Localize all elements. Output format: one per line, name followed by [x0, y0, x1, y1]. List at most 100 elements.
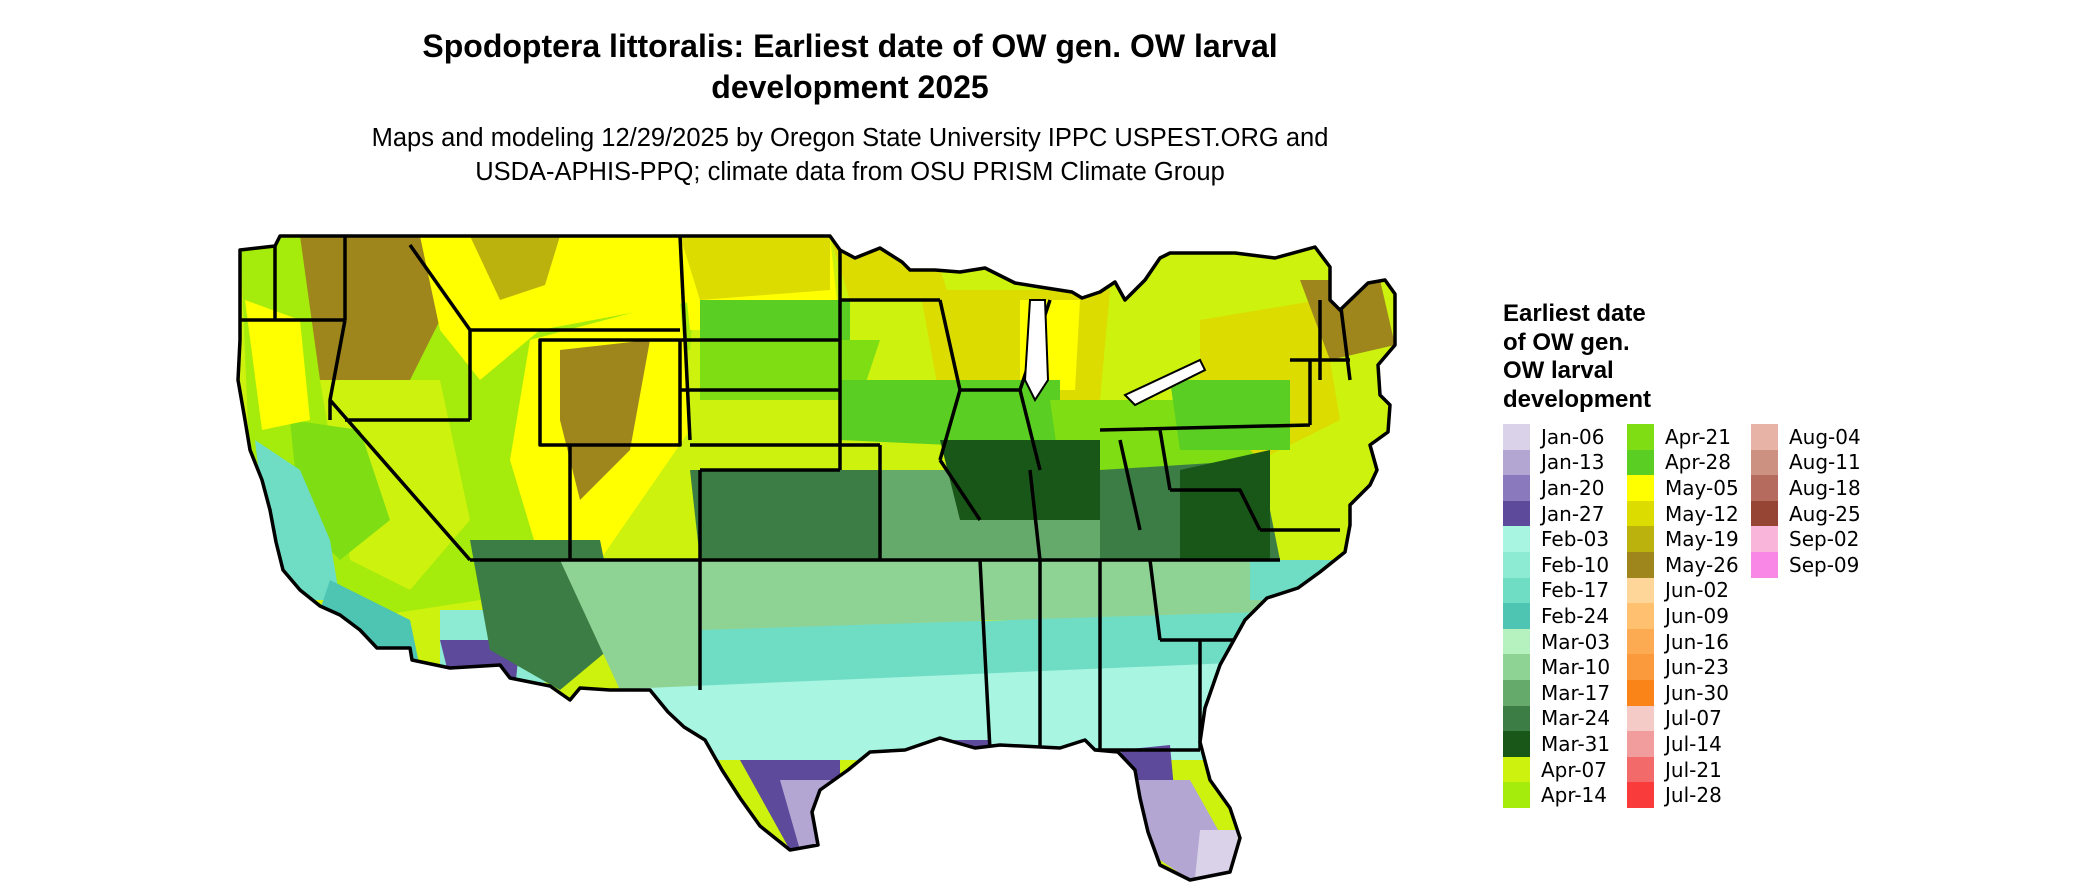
legend-item: Jun-02: [1627, 577, 1751, 604]
legend-swatch: [1751, 475, 1778, 501]
legend-item: Jun-23: [1627, 654, 1751, 680]
legend-label: Feb-10: [1541, 552, 1610, 577]
legend-label: Mar-03: [1541, 629, 1611, 654]
legend-label: Jul-21: [1665, 757, 1722, 782]
legend-swatch: [1503, 654, 1530, 680]
legend-title-line: OW larval: [1503, 357, 1614, 384]
legend-swatch: [1751, 424, 1778, 450]
legend-item: Aug-04: [1751, 424, 1875, 450]
legend-item: Apr-28: [1627, 449, 1751, 476]
legend-item: Feb-10: [1503, 551, 1627, 578]
legend-item: Feb-03: [1503, 526, 1627, 552]
legend-columns: Jan-06 Jan-13 Jan-20 Jan-27 Feb-03 Feb-10 Feb-…: [1503, 424, 1875, 808]
legend-swatch: [1627, 756, 1654, 783]
legend-title-line: development: [1503, 385, 1652, 413]
legend-label: Sep-09: [1789, 552, 1860, 577]
legend-label: May-19: [1665, 527, 1739, 552]
legend-label: Jun-23: [1665, 655, 1729, 680]
legend-swatch: [1627, 577, 1654, 604]
legend-item: Mar-03: [1503, 628, 1627, 655]
map-subtitle: Maps and modeling 12/29/2025 by Oregon S…: [300, 121, 1400, 189]
legend-swatch: [1751, 449, 1778, 476]
legend-label: Aug-18: [1789, 475, 1861, 500]
legend-label: Jul-07: [1665, 706, 1722, 731]
legend-swatch: [1503, 705, 1530, 732]
legend-label: Jan-13: [1541, 450, 1605, 475]
legend-column: Aug-04 Aug-11 Aug-18 Aug-25 Sep-02 Sep-09: [1751, 424, 1875, 808]
legend-label: Apr-14: [1541, 783, 1607, 808]
legend-swatch: [1503, 756, 1530, 783]
legend-item: Aug-11: [1751, 449, 1875, 476]
legend-label: Sep-02: [1789, 527, 1860, 552]
legend-item: May-05: [1627, 475, 1751, 501]
legend-label: Mar-17: [1541, 680, 1611, 705]
legend-item: Mar-17: [1503, 679, 1627, 706]
lake-michigan: [1023, 299, 1050, 403]
legend-label: Feb-24: [1541, 603, 1610, 628]
subtitle-line-1: Maps and modeling 12/29/2025 by Oregon S…: [371, 124, 1329, 152]
legend-item: Jan-06: [1503, 424, 1627, 450]
legend-item: Apr-21: [1627, 424, 1751, 450]
legend-label: Mar-31: [1541, 731, 1611, 756]
legend-swatch: [1627, 782, 1654, 808]
legend-swatch: [1627, 500, 1654, 527]
legend-title-line: Earliest date: [1503, 300, 1646, 327]
legend-item: Sep-02: [1751, 526, 1875, 552]
legend-item: Jul-14: [1627, 731, 1751, 757]
legend-label: May-26: [1665, 552, 1739, 577]
legend-label: Mar-10: [1541, 655, 1611, 680]
legend-swatch: [1627, 628, 1654, 655]
state-borders: [236, 234, 1397, 882]
legend-item: Jul-07: [1627, 705, 1751, 732]
legend-label: Jul-14: [1665, 731, 1722, 756]
legend-item: Jun-09: [1627, 603, 1751, 629]
legend-item: Feb-17: [1503, 577, 1627, 604]
us-map: [236, 234, 1397, 882]
legend-swatch: [1503, 782, 1530, 808]
legend-swatch: [1751, 526, 1778, 552]
legend-swatch: [1503, 424, 1530, 450]
legend-item: Jan-20: [1503, 475, 1627, 501]
legend-item: May-26: [1627, 551, 1751, 578]
legend-label: Jun-02: [1665, 578, 1729, 603]
legend-label: Aug-25: [1789, 501, 1861, 526]
legend-item: Apr-14: [1503, 782, 1627, 808]
legend-swatch: [1627, 526, 1654, 552]
legend-swatch: [1627, 551, 1654, 578]
legend-label: Jun-09: [1665, 603, 1729, 628]
legend-item: Aug-25: [1751, 500, 1875, 527]
legend-item: Sep-09: [1751, 551, 1875, 578]
legend-item: Jun-16: [1627, 628, 1751, 655]
legend-swatch: [1627, 475, 1654, 501]
legend-item: Jan-13: [1503, 449, 1627, 476]
legend-item: May-12: [1627, 500, 1751, 527]
legend-swatch: [1503, 500, 1530, 527]
legend-item: Jul-28: [1627, 782, 1751, 808]
legend-label: Jul-28: [1665, 783, 1722, 808]
legend-label: Jan-06: [1541, 424, 1605, 449]
legend-label: Jan-27: [1541, 501, 1605, 526]
legend-item: Mar-24: [1503, 705, 1627, 732]
legend-item: Apr-07: [1503, 756, 1627, 783]
legend-swatch: [1503, 679, 1530, 706]
legend-label: Apr-21: [1665, 424, 1731, 449]
legend-swatch: [1503, 551, 1530, 578]
legend-swatch: [1503, 628, 1530, 655]
legend-swatch: [1503, 577, 1530, 604]
legend-label: Mar-24: [1541, 706, 1611, 731]
legend-label: Jun-30: [1665, 680, 1729, 705]
legend-swatch: [1503, 449, 1530, 476]
legend-swatch: [1627, 424, 1654, 450]
legend-item: Jul-21: [1627, 756, 1751, 783]
title-line-2: development 2025: [711, 69, 989, 105]
lake-erie: [1123, 358, 1207, 407]
legend-swatch: [1503, 526, 1530, 552]
legend-swatch: [1627, 705, 1654, 732]
legend-item: Aug-18: [1751, 475, 1875, 501]
map-legend: Earliest date of OW gen. OW larval devel…: [1503, 300, 1875, 808]
legend-item: May-19: [1627, 526, 1751, 552]
legend-swatch: [1627, 449, 1654, 476]
legend-item: Jan-27: [1503, 500, 1627, 527]
title-line-1: Spodoptera littoralis: Earliest date of …: [422, 28, 1278, 64]
legend-item: Jun-30: [1627, 679, 1751, 706]
